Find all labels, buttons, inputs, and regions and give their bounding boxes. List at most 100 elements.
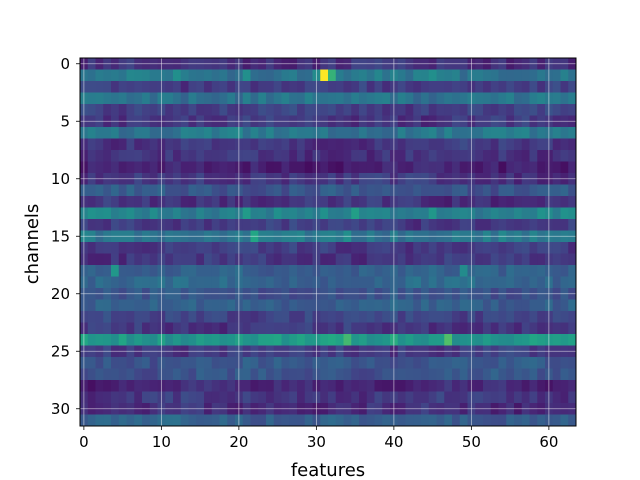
heatmap-cell [529,219,538,231]
heatmap-cell [514,380,523,392]
heatmap-cell [297,322,306,335]
heatmap-cell [266,265,275,277]
heatmap-cell [436,368,445,381]
heatmap-cell [452,242,461,254]
heatmap-cell [529,299,538,312]
heatmap-cell [227,311,236,323]
heatmap-cell [514,127,523,139]
heatmap-cell [382,299,391,312]
heatmap-cell [436,219,445,231]
heatmap-cell [328,380,337,392]
heatmap-cell [498,92,507,105]
heatmap-cell [266,322,275,335]
heatmap-cell [413,276,422,289]
heatmap-cell [537,92,546,105]
heatmap-cell [374,161,383,174]
heatmap-cell [506,299,515,312]
heatmap-cell [405,184,414,197]
heatmap-cell [359,380,368,392]
heatmap-cell [490,81,499,93]
heatmap-cell [444,81,453,93]
heatmap-cell [134,334,143,346]
heatmap-cell [537,253,546,266]
heatmap-cell [304,334,313,346]
heatmap-cell [142,196,151,208]
heatmap-cell [258,334,267,346]
heatmap-cell [126,104,135,116]
heatmap-cell [87,92,96,105]
heatmap-cell [219,311,228,323]
heatmap-cell [421,334,430,346]
heatmap-cell [374,357,383,369]
heatmap-cells [80,58,577,427]
heatmap-cell [521,150,530,162]
heatmap-cell [397,322,406,335]
heatmap-cell [149,184,158,197]
heatmap-cell [366,184,375,197]
heatmap-cell [258,322,267,335]
heatmap-cell [366,127,375,139]
heatmap-cell [111,81,120,93]
heatmap-cell [320,253,329,266]
heatmap-cell [304,196,313,208]
heatmap-cell [227,207,236,220]
heatmap-cell [514,207,523,220]
heatmap-cell [351,81,360,93]
heatmap-cell [289,104,298,116]
heatmap-cell [250,219,259,231]
heatmap-cell [328,138,337,151]
heatmap-cell [219,276,228,289]
heatmap-cell [552,150,561,162]
heatmap-cell [397,391,406,404]
heatmap-cell [211,104,220,116]
heatmap-cell [134,161,143,174]
heatmap-cell [149,92,158,105]
heatmap-cell [250,150,259,162]
heatmap-cell [142,69,151,82]
heatmap-cell [359,265,368,277]
heatmap-cell [266,242,275,254]
heatmap-cell [196,322,205,335]
heatmap-cell [444,276,453,289]
heatmap-cell [498,322,507,335]
heatmap-cell [134,81,143,93]
heatmap-cell [382,104,391,116]
heatmap-cell [405,334,414,346]
heatmap-cell [250,138,259,151]
heatmap-cell [483,357,492,369]
heatmap-cell [459,150,468,162]
heatmap-cell [266,161,275,174]
heatmap-cell [188,276,197,289]
heatmap-cell [211,92,220,105]
heatmap-cell [490,265,499,277]
heatmap-cell [211,184,220,197]
heatmap-cell [366,276,375,289]
heatmap-cell [529,196,538,208]
heatmap-cell [359,299,368,312]
heatmap-cell [142,334,151,346]
heatmap-cell [204,104,213,116]
heatmap-cell [436,322,445,335]
heatmap-cell [537,104,546,116]
heatmap-cell [328,196,337,208]
heatmap-cell [149,368,158,381]
heatmap-cell [281,368,290,381]
heatmap-cell [428,265,437,277]
heatmap-cell [343,242,352,254]
heatmap-cell [273,265,282,277]
heatmap-cell [374,311,383,323]
heatmap-cell [134,311,143,323]
heatmap-cell [242,161,251,174]
heatmap-cell [366,242,375,254]
heatmap-cell [289,207,298,220]
heatmap-cell [227,69,236,82]
heatmap-cell [320,322,329,335]
heatmap-cell [397,207,406,220]
heatmap-cell [413,322,422,335]
heatmap-cell [475,265,484,277]
heatmap-cell [452,265,461,277]
heatmap-cell [87,334,96,346]
heatmap-cell [490,207,499,220]
heatmap-cell [95,219,104,231]
heatmap-cell [397,253,406,266]
